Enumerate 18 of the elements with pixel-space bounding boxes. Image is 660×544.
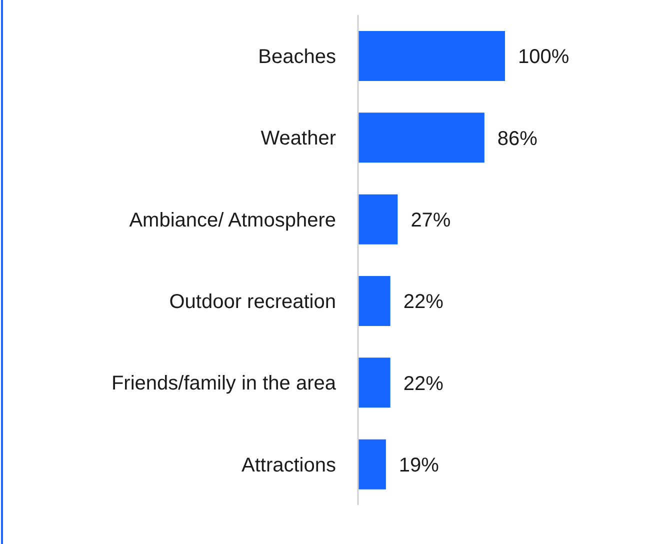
y-tick-label: Friends/family in the area xyxy=(111,372,337,395)
data-label: 86% xyxy=(497,128,538,150)
bar xyxy=(358,439,386,490)
data-label: 27% xyxy=(410,209,451,232)
bar xyxy=(358,358,390,408)
y-tick-label: Outdoor recreation xyxy=(169,290,336,313)
data-label: 19% xyxy=(398,454,440,476)
bar xyxy=(358,112,484,163)
bar xyxy=(358,31,505,81)
data-label: 22% xyxy=(403,372,444,395)
bar xyxy=(358,276,390,326)
bar xyxy=(358,194,398,244)
data-label: 22% xyxy=(403,291,444,314)
y-tick-label: Ambiance/ Atmosphere xyxy=(129,209,336,232)
y-tick-label: Weather xyxy=(260,128,336,150)
y-tick-label: Attractions xyxy=(242,454,336,476)
y-tick-label: Beaches xyxy=(258,46,336,68)
data-label: 100% xyxy=(518,46,570,68)
